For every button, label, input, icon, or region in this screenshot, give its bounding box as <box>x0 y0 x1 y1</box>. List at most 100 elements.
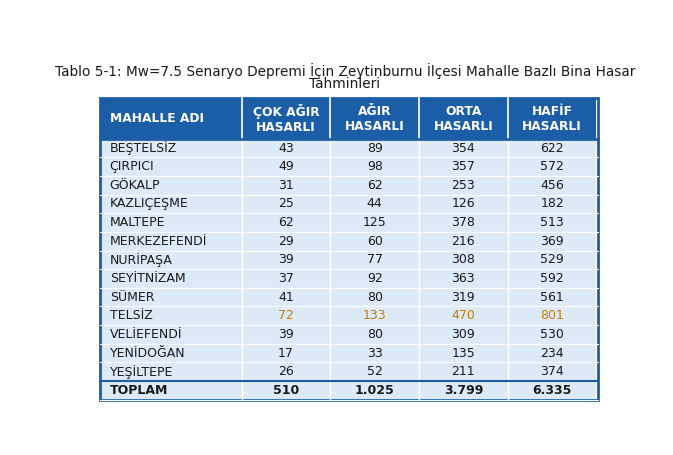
Bar <box>507 344 596 362</box>
Bar <box>100 325 242 344</box>
Bar <box>330 344 419 362</box>
Text: 39: 39 <box>278 253 294 266</box>
Text: 3.799: 3.799 <box>444 384 483 397</box>
Bar <box>100 269 242 288</box>
Text: 80: 80 <box>367 328 383 341</box>
Bar <box>242 325 330 344</box>
Text: 133: 133 <box>363 309 386 322</box>
Bar <box>507 381 596 399</box>
Text: 369: 369 <box>540 235 564 248</box>
Bar <box>330 251 419 269</box>
Bar <box>242 157 330 176</box>
Text: 530: 530 <box>540 328 564 341</box>
Bar <box>100 157 242 176</box>
Bar <box>419 325 507 344</box>
Text: 592: 592 <box>540 272 564 285</box>
Bar <box>242 213 330 232</box>
Text: GÖKALP: GÖKALP <box>110 179 160 192</box>
Bar <box>242 288 330 307</box>
Text: TOPLAM: TOPLAM <box>110 384 168 397</box>
Text: 80: 80 <box>367 291 383 303</box>
Bar <box>242 269 330 288</box>
Text: 92: 92 <box>367 272 383 285</box>
Text: 26: 26 <box>278 365 294 378</box>
Text: 378: 378 <box>452 216 475 229</box>
Text: 309: 309 <box>452 328 475 341</box>
Bar <box>100 288 242 307</box>
Text: 529: 529 <box>540 253 564 266</box>
Bar <box>242 139 330 157</box>
Bar <box>330 98 419 139</box>
Text: 6.335: 6.335 <box>532 384 572 397</box>
Bar <box>419 251 507 269</box>
Text: 29: 29 <box>278 235 294 248</box>
Bar <box>100 232 242 251</box>
Text: 126: 126 <box>452 197 475 210</box>
Bar <box>419 344 507 362</box>
Bar <box>507 325 596 344</box>
Bar <box>507 195 596 213</box>
Bar <box>419 288 507 307</box>
Bar <box>330 307 419 325</box>
Bar <box>507 157 596 176</box>
Text: 308: 308 <box>452 253 475 266</box>
Text: 470: 470 <box>452 309 475 322</box>
Text: ÇOK AĞIR
HASARLI: ÇOK AĞIR HASARLI <box>253 104 320 133</box>
Text: SEYİTNİZAM: SEYİTNİZAM <box>110 272 185 285</box>
Bar <box>330 195 419 213</box>
Text: 31: 31 <box>278 179 294 192</box>
Bar <box>330 176 419 195</box>
Text: 357: 357 <box>452 160 475 173</box>
Bar <box>242 98 330 139</box>
Bar <box>330 381 419 399</box>
Bar <box>507 251 596 269</box>
Bar <box>100 307 242 325</box>
Bar <box>100 381 242 399</box>
Bar <box>242 232 330 251</box>
Text: YEŞİLTEPE: YEŞİLTEPE <box>110 365 173 379</box>
Bar <box>100 344 242 362</box>
Text: 211: 211 <box>452 365 475 378</box>
Text: 234: 234 <box>540 347 564 359</box>
Bar <box>100 98 242 139</box>
Text: 622: 622 <box>540 142 564 155</box>
Text: SÜMER: SÜMER <box>110 291 154 303</box>
Text: Tahminleri: Tahminleri <box>310 77 380 91</box>
Text: 77: 77 <box>367 253 383 266</box>
Text: 1.025: 1.025 <box>355 384 394 397</box>
Text: 125: 125 <box>363 216 386 229</box>
Text: MAHALLE ADI: MAHALLE ADI <box>110 112 204 125</box>
Text: 363: 363 <box>452 272 475 285</box>
Text: 49: 49 <box>278 160 294 173</box>
Text: AĞIR
HASARLI: AĞIR HASARLI <box>345 105 404 132</box>
Text: 62: 62 <box>367 179 383 192</box>
Text: 513: 513 <box>540 216 564 229</box>
Text: VELİEFENDİ: VELİEFENDİ <box>110 328 182 341</box>
Bar <box>330 288 419 307</box>
Text: 89: 89 <box>367 142 383 155</box>
Text: 319: 319 <box>452 291 475 303</box>
Bar <box>330 139 419 157</box>
Bar <box>419 381 507 399</box>
Text: 62: 62 <box>278 216 294 229</box>
Text: KAZLIÇEŞME: KAZLIÇEŞME <box>110 197 188 210</box>
Text: 572: 572 <box>540 160 564 173</box>
Text: 135: 135 <box>452 347 475 359</box>
Bar <box>507 232 596 251</box>
Bar <box>242 344 330 362</box>
Bar <box>507 176 596 195</box>
Bar <box>100 251 242 269</box>
Text: 510: 510 <box>273 384 299 397</box>
Bar <box>419 176 507 195</box>
Bar <box>330 269 419 288</box>
Bar <box>507 288 596 307</box>
Bar <box>507 269 596 288</box>
Bar <box>242 381 330 399</box>
Bar <box>330 325 419 344</box>
Text: TELSİZ: TELSİZ <box>110 309 153 322</box>
Text: 216: 216 <box>452 235 475 248</box>
Text: 44: 44 <box>367 197 383 210</box>
Text: 25: 25 <box>278 197 294 210</box>
Bar <box>100 176 242 195</box>
Text: 98: 98 <box>367 160 383 173</box>
